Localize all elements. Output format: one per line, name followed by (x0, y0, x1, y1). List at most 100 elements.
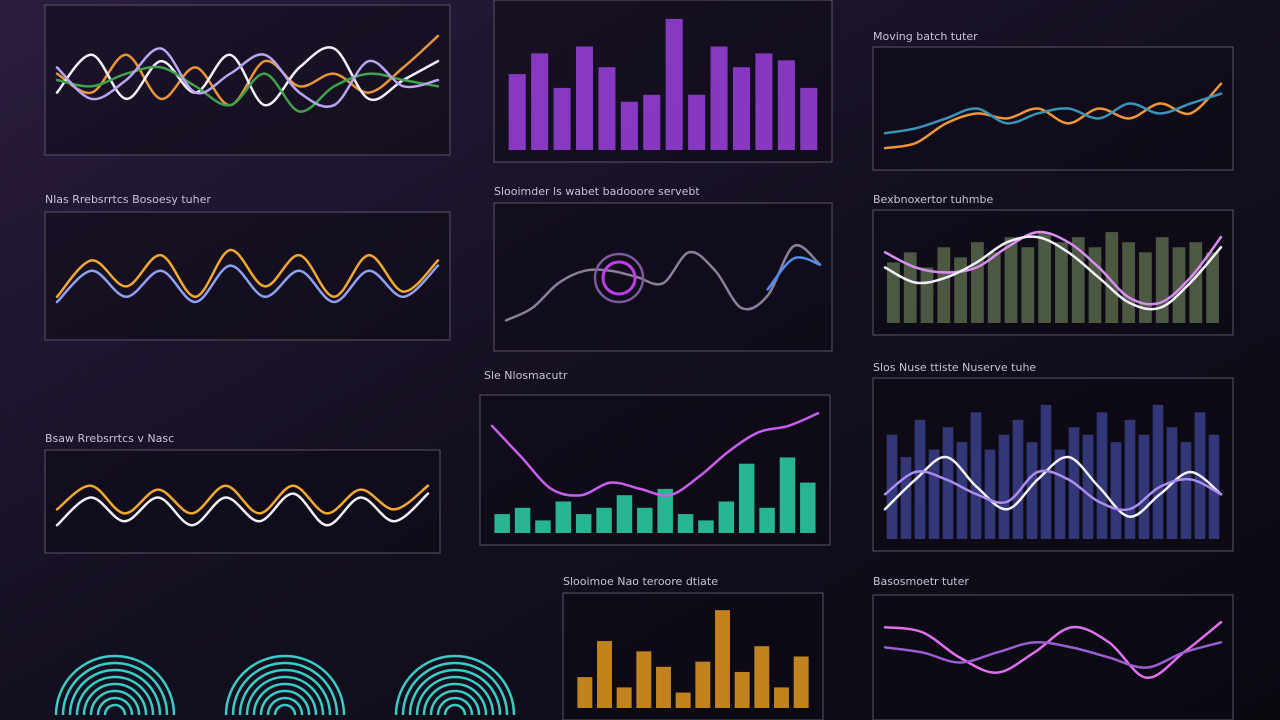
line (883, 92, 1223, 135)
gauge-arc (266, 696, 304, 716)
gauge-arc (238, 668, 332, 716)
line (55, 65, 440, 113)
bar (800, 87, 818, 150)
bar (665, 18, 683, 151)
gauge-arc (103, 703, 127, 716)
bar (508, 74, 526, 150)
bar (596, 507, 612, 533)
line (883, 620, 1223, 679)
gauge-arc (273, 703, 297, 716)
panel-title: Nlas Rrebsrrtcs Bosoesy tuher (45, 193, 211, 206)
bar (734, 671, 750, 708)
gauge-arc (422, 682, 488, 716)
bar (1152, 404, 1164, 539)
bar (1054, 449, 1066, 539)
line (55, 47, 440, 108)
gauge-arc (401, 661, 509, 716)
gauge-arc (436, 696, 474, 716)
bar (777, 60, 795, 150)
panel-title: Slooimoe Nao teroore dtiate (563, 575, 718, 588)
line (55, 492, 430, 527)
bar (954, 257, 967, 323)
line (883, 235, 1223, 311)
gauge-arc (408, 668, 502, 716)
gauge-arc (224, 654, 346, 716)
bar (1004, 237, 1018, 323)
gauge-arc (443, 703, 467, 716)
bar (1105, 232, 1119, 323)
bar (956, 442, 968, 539)
bar (1206, 252, 1219, 323)
bar (688, 94, 706, 150)
bar (616, 495, 633, 533)
gauge-arc (61, 661, 169, 716)
gauge-arc (252, 682, 318, 716)
bar (732, 67, 751, 150)
line (883, 82, 1223, 150)
line (766, 256, 822, 291)
gauge-arc (54, 654, 176, 716)
bar (942, 427, 954, 539)
bar (755, 53, 773, 150)
line (55, 484, 430, 515)
bar (677, 514, 694, 533)
gauge-arc (89, 689, 141, 716)
gauge-arc (82, 682, 148, 716)
bar (1110, 442, 1122, 539)
line (504, 243, 822, 322)
bar (903, 252, 917, 323)
bar (1124, 419, 1136, 539)
bar (553, 87, 571, 150)
gauge-arc (68, 668, 162, 716)
bar (698, 520, 714, 533)
bar (657, 488, 673, 533)
bar (793, 656, 809, 708)
line (490, 412, 820, 497)
bar (774, 687, 789, 708)
bar (494, 514, 510, 533)
bar (535, 520, 551, 533)
bar (636, 651, 652, 708)
bar (1082, 434, 1094, 539)
bar (715, 610, 730, 708)
bar (887, 262, 900, 323)
panel-title: Sle Nlosmacutr (484, 369, 568, 382)
gauge-arc (245, 675, 325, 716)
line (883, 455, 1223, 518)
bar (920, 267, 934, 323)
gauge-arc (231, 661, 339, 716)
panel-title: Basosmoetr tuter (873, 575, 969, 588)
bar (754, 646, 770, 708)
bar (575, 46, 594, 150)
panel-title: Slooimder ls wabet badooore servebt (494, 185, 700, 198)
panel-title: Slos Nuse ttiste Nuserve tuhe (873, 361, 1036, 374)
line (55, 264, 440, 304)
panel-title: Bsaw Rrebsrrtcs v Nasc (45, 432, 174, 445)
bar (1180, 442, 1192, 539)
gauge-arc (96, 696, 134, 716)
gauge-arc (75, 675, 155, 716)
bar (620, 101, 638, 150)
line (883, 640, 1223, 669)
bar (1055, 242, 1068, 323)
bar (1155, 237, 1169, 323)
bar (597, 641, 612, 708)
bar (1096, 412, 1108, 539)
bar (1139, 252, 1152, 323)
bar (914, 419, 926, 539)
bar (616, 687, 632, 708)
bar (577, 677, 593, 708)
bar (1172, 247, 1186, 323)
bar (1021, 247, 1035, 323)
bar (675, 692, 691, 708)
bar (575, 514, 592, 533)
line (883, 230, 1223, 306)
gauge-arc (259, 689, 311, 716)
bar (779, 457, 796, 533)
bar (531, 53, 549, 150)
line (883, 469, 1223, 512)
bar (514, 507, 531, 533)
